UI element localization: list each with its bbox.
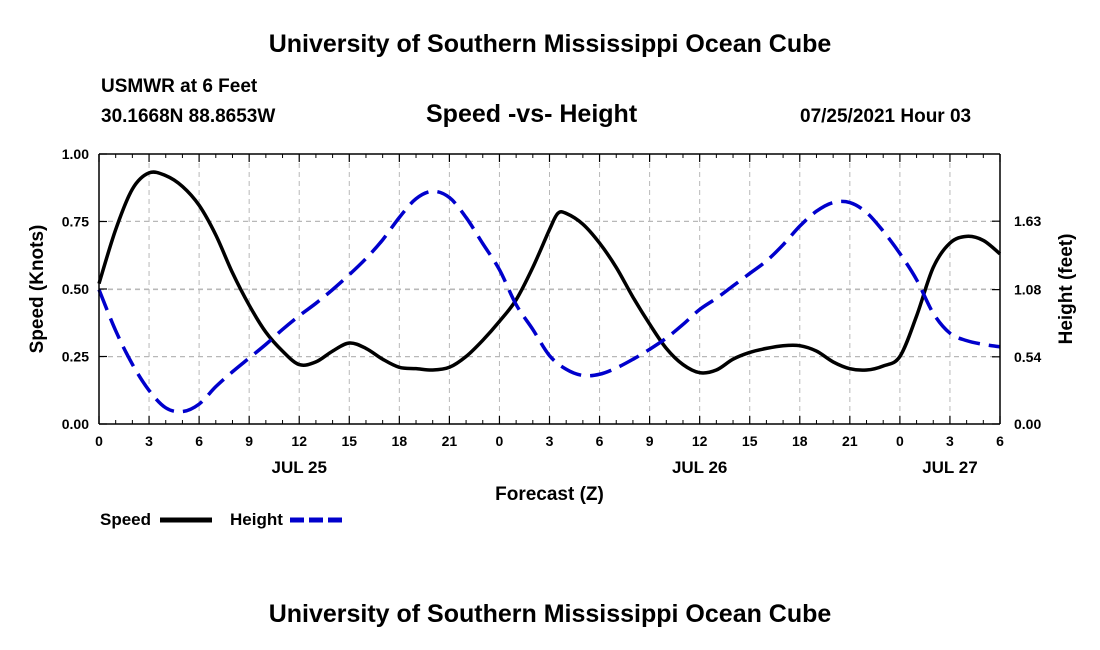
y-tick-label-left: 1.00 — [62, 146, 89, 162]
x-tick-label: 12 — [291, 433, 307, 449]
y-tick-label-left: 0.75 — [62, 214, 89, 230]
series-line-speed — [97, 170, 1002, 375]
x-tick-label: 18 — [392, 433, 408, 449]
coordinates-label: 30.1668N 88.8653W — [101, 106, 276, 127]
y-tick-label-right: 1.08 — [1014, 282, 1041, 298]
x-tick-label: 15 — [742, 433, 758, 449]
legend-label-height: Height — [230, 510, 283, 529]
x-tick-label: 21 — [842, 433, 858, 449]
x-tick-label: 6 — [596, 433, 604, 449]
y-tick-label-right: 0.54 — [1014, 349, 1041, 365]
x-tick-label: 3 — [546, 433, 554, 449]
x-tick-label: 15 — [341, 433, 357, 449]
date-label: JUL 26 — [672, 458, 727, 477]
x-tick-label: 3 — [145, 433, 153, 449]
x-tick-label: 6 — [195, 433, 203, 449]
x-tick-label: 6 — [996, 433, 1004, 449]
x-tick-label: 0 — [896, 433, 904, 449]
station-label: USMWR at 6 Feet — [101, 76, 258, 97]
y-tick-label-left: 0.25 — [62, 349, 89, 365]
top-title: University of Southern Mississippi Ocean… — [268, 30, 832, 58]
axes — [98, 153, 1001, 425]
legend: Speed Height — [100, 510, 342, 529]
series-layer — [97, 170, 1002, 414]
x-tick-label: 0 — [496, 433, 504, 449]
x-tick-label: 12 — [692, 433, 708, 449]
chart-title: Speed -vs- Height — [426, 100, 638, 128]
legend-label-speed: Speed — [100, 510, 151, 529]
grid — [99, 154, 1000, 424]
date-label: JUL 27 — [922, 458, 977, 477]
axis-labels: 0 3 6 9 12 15 18 21 0 3 6 9 12 15 18 21 0 3 6 JUL 25 JUL 26 J… — [27, 146, 1077, 505]
y-tick-label-right: 0.00 — [1014, 416, 1041, 432]
forecast-date: 07/25/2021 Hour 03 — [800, 106, 972, 127]
y-axis-title-right: Height (feet) — [1056, 234, 1077, 345]
bottom-title: University of Southern Mississippi Ocean… — [268, 600, 832, 628]
x-tick-label: 9 — [245, 433, 253, 449]
x-tick-label: 9 — [646, 433, 654, 449]
series-line-height — [97, 189, 1001, 414]
date-label: JUL 25 — [271, 458, 326, 477]
y-tick-label-left: 0.50 — [62, 281, 89, 297]
y-tick-label-left: 0.00 — [62, 416, 89, 432]
x-tick-label: 0 — [95, 433, 103, 449]
x-tick-label: 3 — [946, 433, 954, 449]
x-axis-title: Forecast (Z) — [495, 484, 604, 505]
x-tick-label: 18 — [792, 433, 808, 449]
y-tick-label-right: 1.63 — [1014, 213, 1041, 229]
y-axis-title-left: Speed (Knots) — [27, 225, 48, 354]
x-tick-label: 21 — [442, 433, 458, 449]
